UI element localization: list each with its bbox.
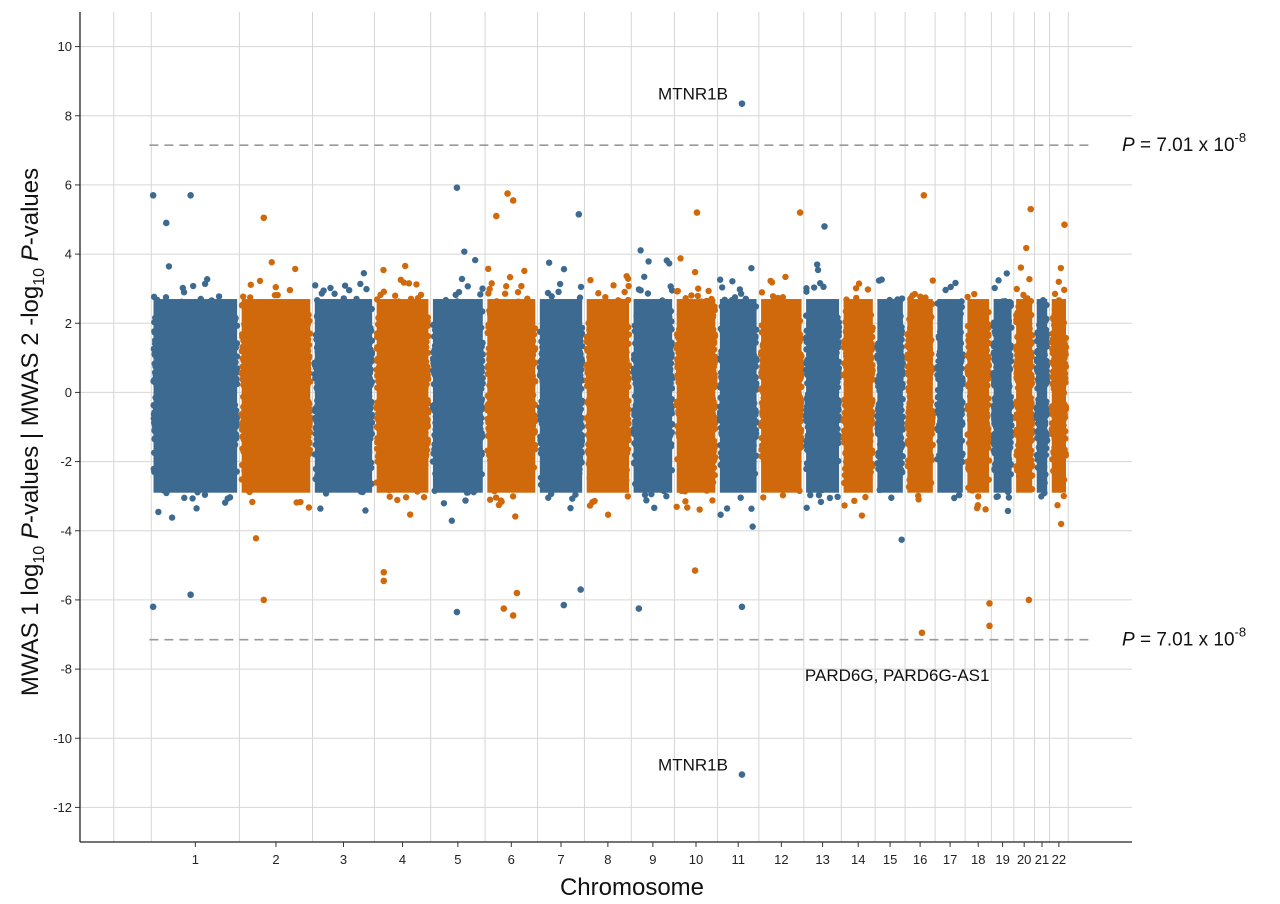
data-point [397, 276, 405, 284]
data-point [249, 498, 256, 506]
chromosome-3-core [314, 299, 373, 493]
data-point [357, 280, 364, 288]
data-point [485, 265, 492, 273]
chromosome-5-core [432, 299, 483, 493]
data-point [327, 284, 334, 292]
data-point [380, 266, 387, 274]
data-point [420, 493, 428, 501]
data-point [440, 500, 448, 507]
data-point [180, 289, 188, 296]
chromosome-5-points [429, 248, 486, 524]
data-point [286, 286, 294, 294]
data-point [477, 291, 484, 298]
chromosome-2-points [238, 259, 314, 542]
data-point [479, 285, 486, 292]
data-point [272, 283, 279, 291]
data-point [502, 283, 510, 290]
data-point [448, 517, 456, 524]
data-point [360, 270, 368, 277]
data-point [413, 281, 420, 288]
data-point [486, 285, 493, 293]
data-point [201, 280, 209, 288]
data-point [318, 290, 325, 297]
data-point [215, 293, 223, 300]
data-point [362, 507, 369, 514]
data-point [471, 256, 479, 264]
data-point [293, 499, 300, 506]
data-point [201, 491, 209, 498]
data-point [402, 494, 410, 501]
data-point [226, 494, 234, 501]
data-point [189, 495, 196, 502]
data-point [292, 265, 299, 273]
data-point [168, 514, 176, 521]
chromosome-4-core [376, 299, 429, 493]
data-point [518, 282, 525, 290]
data-point [311, 282, 319, 289]
data-point [268, 259, 275, 266]
data-point [394, 496, 401, 504]
data-point [386, 493, 393, 500]
data-point [165, 263, 173, 270]
data-point [189, 282, 197, 290]
data-point [401, 262, 409, 270]
data-point [509, 493, 517, 500]
data-point [305, 504, 313, 511]
data-point [193, 505, 200, 512]
chromosome-2-core [241, 299, 311, 493]
data-point [458, 275, 466, 283]
data-points [150, 244, 1070, 543]
data-point [256, 277, 264, 285]
data-point [363, 285, 370, 293]
chromosome-4-points [373, 262, 432, 518]
chromosome-6-points [484, 265, 539, 520]
data-point [331, 290, 338, 297]
data-point [455, 288, 463, 296]
data-point [345, 286, 353, 294]
data-point [501, 290, 509, 297]
data-point [247, 281, 254, 288]
data-point [461, 248, 468, 255]
data-point [252, 535, 260, 542]
data-point [181, 494, 188, 502]
chromosome-1-points [150, 263, 241, 521]
data-point [406, 511, 414, 518]
data-point [462, 497, 469, 504]
data-point [391, 292, 399, 299]
data-point [271, 291, 279, 299]
data-point [506, 273, 514, 281]
data-point [239, 293, 247, 300]
data-point [155, 508, 162, 516]
chromosome-1-core [153, 299, 238, 493]
data-point [464, 283, 471, 290]
data-point [317, 505, 324, 512]
chromosome-3-points [311, 270, 376, 514]
